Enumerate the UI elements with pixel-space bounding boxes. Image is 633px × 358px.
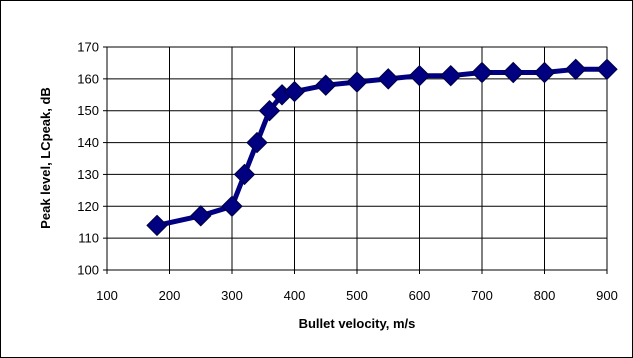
- y-tick-label: 120: [77, 199, 99, 214]
- y-tick-label: 140: [77, 135, 99, 150]
- data-point-marker: [377, 68, 399, 90]
- x-axis-title: Bullet velocity, m/s: [299, 316, 416, 331]
- gridlines: [106, 46, 608, 271]
- data-point-marker: [565, 58, 587, 81]
- x-tick-label: 500: [346, 288, 368, 303]
- y-axis-ticks: 100 110 120 130 140 150 160 170: [77, 40, 107, 278]
- data-point-marker: [315, 74, 337, 96]
- data-point-marker: [408, 64, 431, 87]
- data-point-marker: [221, 195, 243, 217]
- data-point-marker: [502, 61, 524, 84]
- data-point-marker: [346, 71, 368, 93]
- data-point-marker: [146, 214, 168, 237]
- data-point-marker: [233, 163, 256, 186]
- y-tick-label: 110: [78, 231, 99, 246]
- data-point-marker: [246, 131, 268, 154]
- series-group: [146, 58, 618, 237]
- x-tick-label: 700: [471, 288, 493, 303]
- data-point-marker: [258, 100, 281, 122]
- x-tick-label: 200: [159, 288, 181, 303]
- y-axis-title: Peak level, LCpeak, dB: [38, 87, 53, 229]
- data-point-marker: [471, 61, 493, 84]
- data-point-marker: [283, 80, 306, 103]
- y-tick-label: 100: [77, 263, 99, 278]
- x-tick-label: 800: [534, 288, 556, 303]
- data-point-marker: [190, 205, 212, 227]
- y-tick-label: 150: [77, 103, 99, 118]
- x-tick-label: 900: [596, 288, 618, 303]
- x-axis-ticks: 100 200 300 400 500 600 700 800 900: [96, 270, 618, 303]
- y-tick-label: 170: [77, 40, 99, 55]
- data-point-marker: [596, 58, 618, 81]
- data-point-marker: [440, 64, 462, 87]
- y-tick-label: 160: [77, 71, 99, 86]
- x-tick-label: 600: [409, 288, 431, 303]
- x-tick-label: 100: [96, 288, 118, 303]
- x-tick-label: 400: [284, 288, 306, 303]
- x-tick-label: 300: [221, 288, 243, 303]
- y-tick-label: 130: [77, 167, 99, 182]
- data-point-marker: [533, 61, 556, 84]
